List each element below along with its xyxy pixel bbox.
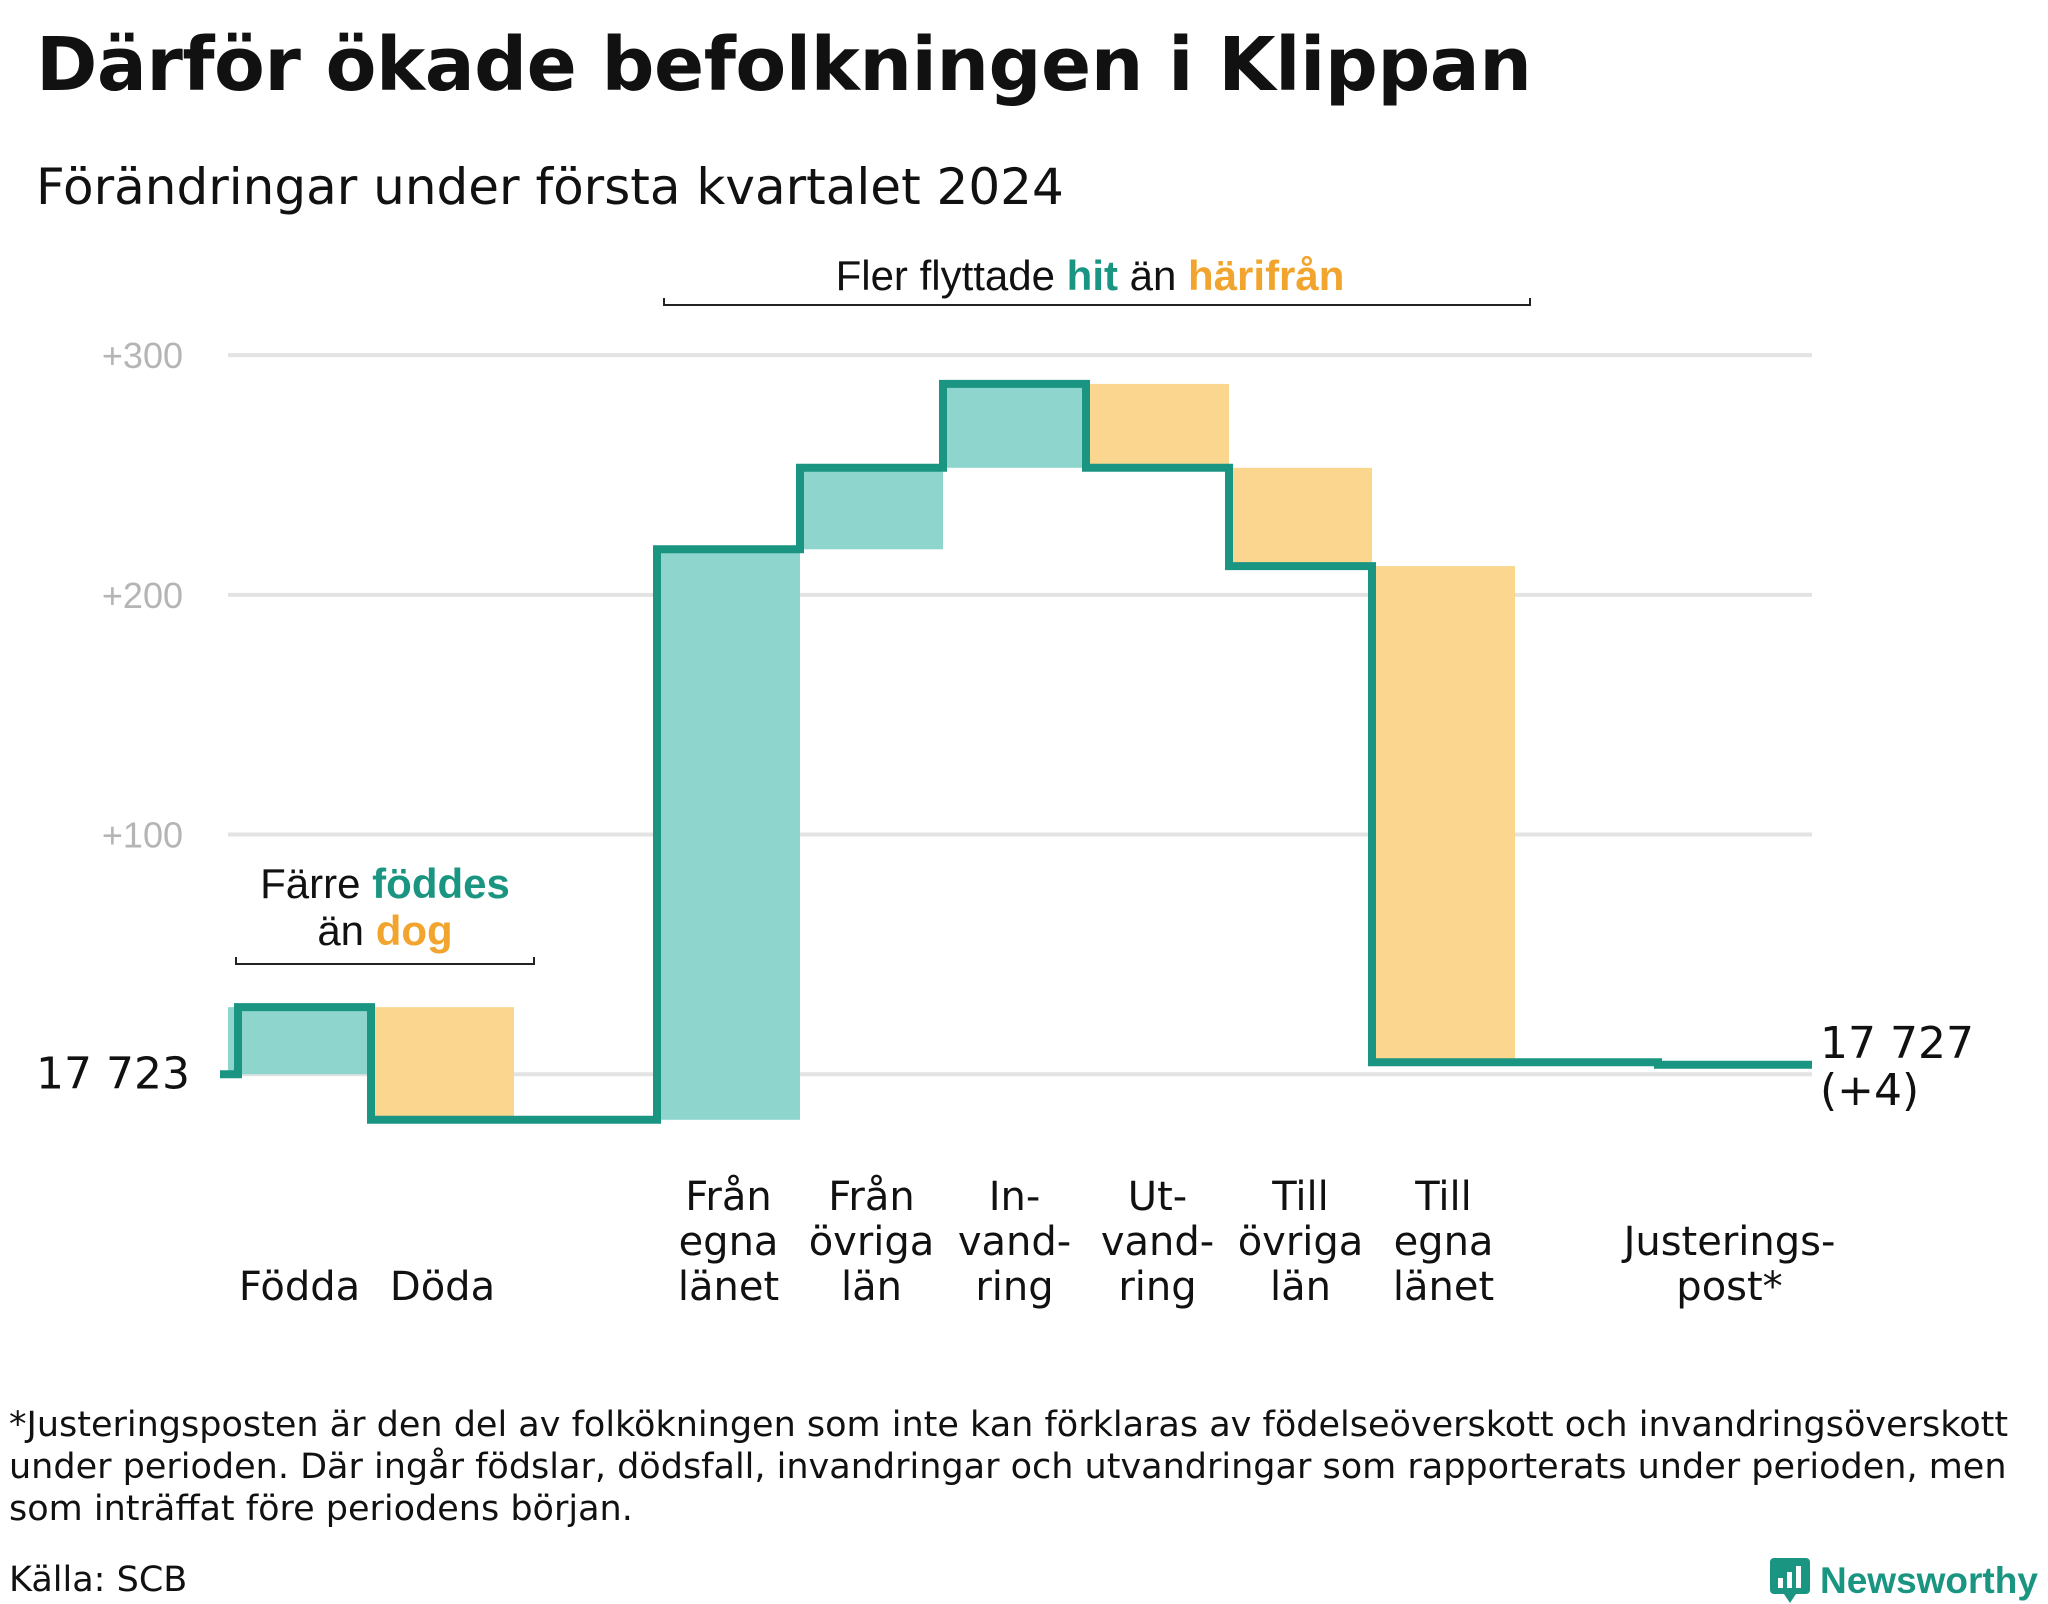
category-label: Döda [390, 1264, 495, 1310]
category-label: Ut- [1128, 1174, 1187, 1220]
category-label: In- [989, 1174, 1041, 1220]
bar [800, 467, 943, 550]
y-tick-label: +200 [102, 575, 183, 616]
births-annotation-orange: dog [376, 907, 453, 954]
footnote: *Justeringsposten är den del av folkökni… [9, 1405, 2009, 1529]
category-label: egna [1394, 1219, 1494, 1265]
category-label: ring [975, 1264, 1053, 1310]
bars [228, 383, 1801, 1120]
category-label: övriga [1238, 1219, 1364, 1265]
newsworthy-logo-icon [1770, 1558, 1810, 1603]
category-label: län [1270, 1264, 1331, 1310]
category-label: Justerings- [1621, 1219, 1836, 1265]
chart-title: Därför ökade befolkningen i Klippan [36, 22, 1532, 108]
end-change-label: (+4) [1820, 1065, 1919, 1116]
births-bracket [235, 957, 535, 965]
bar [1229, 467, 1372, 567]
category-label: Från [828, 1174, 914, 1220]
start-value-label: 17 723 [36, 1048, 190, 1099]
category-label: Till [1271, 1174, 1329, 1220]
category-label: Till [1414, 1174, 1472, 1220]
category-label: övriga [809, 1219, 935, 1265]
category-label: län [841, 1264, 902, 1310]
bar [1086, 383, 1229, 468]
moves-annotation-orange: härifrån [1188, 252, 1344, 299]
labels: Födda DödaFrånegnalänetFrånövrigalänIn-va… [36, 1018, 1974, 1310]
chart-subtitle: Förändringar under första kvartalet 2024 [36, 158, 1064, 216]
category-label: vand- [1101, 1219, 1214, 1265]
moves-annotation: Fler flyttade hit än härifrån [836, 252, 1345, 299]
step-line-group [220, 379, 1812, 1124]
category-label: länet [678, 1264, 779, 1310]
moves-annotation-plain: Fler flyttade [836, 252, 1067, 299]
step-line [220, 379, 1812, 1124]
category-label: länet [1393, 1264, 1494, 1310]
births-annotation-plain2: än [317, 907, 375, 954]
moves-annotation-teal: hit [1067, 252, 1118, 299]
category-label: Födda [239, 1264, 360, 1310]
moves-annotation-plain2: än [1118, 252, 1188, 299]
births-annotation-teal: föddes [372, 860, 510, 907]
y-tick-label: +300 [102, 335, 183, 376]
bar [371, 1007, 514, 1120]
brand-logo: Newsworthy [1770, 1558, 2038, 1604]
category-label: post* [1676, 1264, 1782, 1310]
end-value-label: 17 727 [1820, 1018, 1974, 1069]
births-annotation-plain: Färre [260, 860, 372, 907]
bar [228, 1007, 371, 1075]
births-annotation-line2: än dog [317, 907, 452, 954]
category-label: ring [1118, 1264, 1196, 1310]
y-tick-label: +100 [102, 815, 183, 856]
moves-bracket [663, 298, 1531, 306]
bar [657, 549, 800, 1120]
category-label: vand- [958, 1219, 1071, 1265]
category-label: egna [679, 1219, 779, 1265]
bar [1372, 566, 1515, 1063]
births-annotation-line1: Färre föddes [260, 860, 510, 907]
bar [943, 383, 1086, 468]
source-credit: Källa: SCB [9, 1560, 188, 1600]
brand-name: Newsworthy [1820, 1560, 2038, 1601]
waterfall-chart: +100+200+300 Födda DödaFrånegnalänetFrånö… [36, 252, 1974, 1310]
category-label: Från [685, 1174, 771, 1220]
